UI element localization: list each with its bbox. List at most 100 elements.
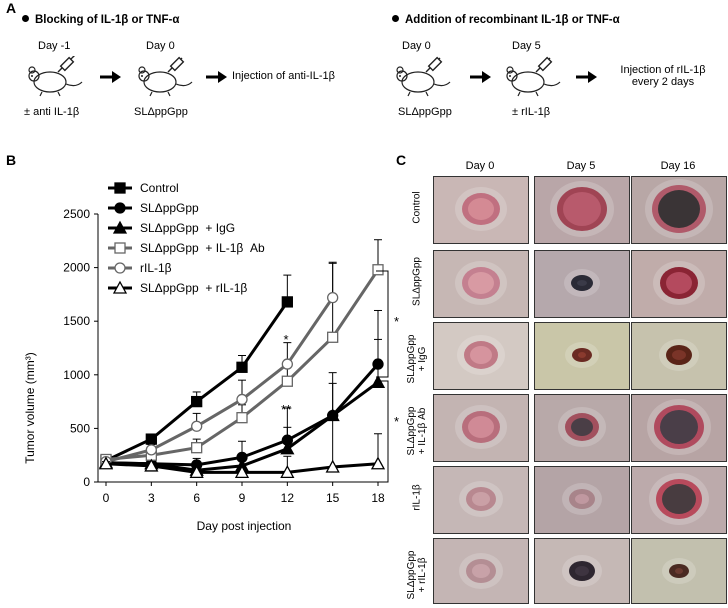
series-0 — [100, 274, 293, 467]
row-label: Control — [412, 176, 423, 240]
row-label-line-1: Control — [411, 191, 423, 224]
tumor-photo — [631, 176, 727, 244]
tumor-photo — [433, 394, 529, 462]
panel-a-label: A — [6, 0, 17, 16]
row-label-line-2: + rIL-1β — [417, 557, 428, 593]
row-label-line-2: + IgG — [417, 346, 428, 372]
data-point — [98, 456, 114, 470]
x-tick-label: 9 — [239, 491, 246, 505]
row-label: rIL-1β — [412, 466, 423, 530]
left-result: Injection of anti-IL-1β — [232, 70, 335, 82]
x-tick-label: 15 — [326, 491, 340, 505]
row-label-line-1: SLΔppGpp — [406, 334, 417, 384]
left-step-2-below: SLΔppGpp — [134, 106, 188, 118]
mouse-syringe-icon — [28, 56, 83, 97]
data-point — [372, 264, 384, 276]
y-tick-label: 1000 — [63, 368, 90, 382]
data-point — [145, 444, 157, 456]
arrow-right-icon — [576, 71, 597, 83]
y-tick-label: 0 — [83, 475, 90, 489]
tumor-photo — [534, 394, 630, 462]
row-label-line-1: rIL-1β — [411, 484, 423, 511]
right-heading-text: Addition of recombinant IL-1β or TNF-α — [405, 14, 620, 26]
data-point — [281, 296, 293, 308]
legend-label: SLΔppGpp — [140, 201, 199, 215]
right-step-1-below: SLΔppGpp — [398, 106, 452, 118]
row-label: SLΔppGpp + IL-1β Ab — [406, 399, 428, 463]
bracket-lower — [376, 380, 389, 483]
legend-item-3: SLΔppGpp + IL-1β Ab — [108, 241, 265, 255]
legend-marker — [114, 182, 126, 194]
data-point — [191, 442, 203, 454]
legend-marker — [114, 202, 126, 214]
row-label-line-1: SLΔppGpp — [406, 550, 417, 600]
left-step-2-day: Day 0 — [146, 40, 175, 52]
data-point — [281, 358, 293, 370]
bracket-lower-star: * — [394, 414, 399, 429]
tumor-photo — [433, 466, 529, 534]
data-point — [327, 331, 339, 343]
data-point — [325, 459, 340, 473]
legend-item-4: rIL-1β — [108, 261, 172, 275]
series-5 — [98, 418, 386, 479]
arrow-right-icon — [470, 71, 491, 83]
legend-marker — [112, 220, 128, 234]
column-label-day-5: Day 5 — [566, 160, 596, 172]
x-tick-label: 12 — [281, 491, 295, 505]
arrow-right-icon — [100, 71, 121, 83]
bullet-icon — [22, 15, 29, 22]
tumor-photo — [433, 322, 529, 390]
right-step-2-below: ± rIL-1β — [512, 106, 551, 118]
right-result: Injection of rIL-1β every 2 days — [608, 64, 718, 88]
data-point — [144, 458, 159, 472]
data-point — [191, 395, 203, 408]
arrow-right-icon — [206, 71, 227, 83]
row-label: SLΔppGpp + IgG — [406, 327, 428, 391]
right-step-2-day: Day 5 — [512, 40, 541, 52]
data-point — [370, 374, 386, 388]
data-point — [327, 291, 339, 304]
bullet-icon — [392, 15, 399, 22]
data-point — [189, 464, 204, 479]
row-label-line-1: SLΔppGpp — [406, 406, 417, 456]
data-point — [370, 456, 386, 470]
series-line — [105, 296, 334, 464]
x-tick-label: 6 — [193, 491, 200, 505]
column-label-day-0: Day 0 — [465, 160, 495, 172]
right-step-1-day: Day 0 — [402, 40, 431, 52]
column-label-day-16: Day 16 — [660, 160, 696, 172]
legend-label: SLΔppGpp + rIL-1β — [140, 281, 247, 295]
data-point — [145, 433, 157, 445]
tumor-photo — [631, 538, 727, 604]
data-point — [234, 464, 250, 479]
bracket-upper-star: * — [394, 314, 399, 329]
legend-item-1: SLΔppGpp — [108, 201, 199, 215]
x-tick-label: 18 — [371, 491, 385, 505]
chart-axes: 0 500 1000 1500 2000 2500 0 3 6 9 12 15 18 — [63, 207, 385, 505]
legend-marker — [112, 280, 128, 294]
panel-c-label: C — [396, 152, 407, 168]
legend-marker — [114, 262, 126, 274]
tumor-photo — [631, 322, 727, 390]
tumor-photo — [433, 538, 529, 604]
y-tick-label: 1500 — [63, 314, 90, 328]
left-step-1-below: ± anti IL-1β — [24, 106, 80, 118]
mouse-syringe-icon — [396, 56, 451, 97]
tumor-photo — [534, 538, 630, 604]
y-tick-label: 2500 — [63, 207, 90, 221]
data-point — [236, 361, 248, 373]
legend-label: SLΔppGpp + IgG — [140, 221, 235, 235]
legend-label: SLΔppGpp + IL-1β Ab — [140, 241, 265, 255]
x-tick-label: 0 — [103, 491, 110, 505]
legend-item-2: SLΔppGpp + IgG — [108, 220, 235, 235]
chart-legend: Control SLΔppGpp SLΔppGpp + IgG SLΔppGpp + … — [108, 181, 265, 295]
tumor-photo — [433, 176, 529, 244]
row-label: SLΔppGpp — [412, 250, 423, 314]
row-label: SLΔppGpp + rIL-1β — [406, 543, 428, 607]
bracket-upper — [376, 270, 389, 378]
tumor-volume-chart: 0 500 1000 1500 2000 2500 0 3 6 9 12 15 18 Control SL… — [23, 181, 399, 533]
row-label-line-1: SLΔppGpp — [411, 257, 423, 306]
right-result-line-2: every 2 days — [631, 76, 695, 88]
legend-label: Control — [140, 181, 179, 195]
tumor-photo — [534, 466, 630, 534]
